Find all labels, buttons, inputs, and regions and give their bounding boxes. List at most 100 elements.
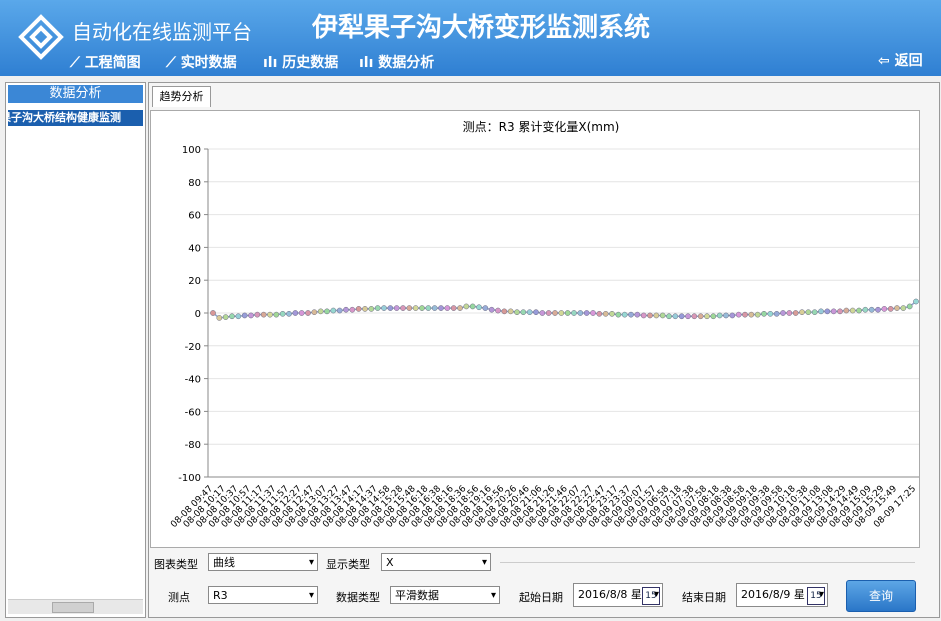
data-point	[894, 305, 900, 311]
data-point	[412, 305, 419, 311]
data-point	[811, 309, 818, 316]
query-button[interactable]: 查询	[846, 580, 916, 612]
nav-item[interactable]: ⟋ 工程简图	[70, 55, 141, 71]
date-text: 2016/8/9 星	[741, 588, 805, 601]
data-point	[862, 306, 869, 313]
data-point	[767, 310, 774, 317]
data-point	[216, 315, 223, 321]
sidebar: 数据分析 果子沟大桥结构健康监测	[5, 82, 146, 618]
data-point	[495, 307, 501, 314]
data-point	[533, 309, 539, 316]
label: 测点	[168, 591, 190, 604]
data-point	[501, 308, 508, 315]
data-point	[818, 308, 824, 315]
calendar-icon[interactable]: 15	[807, 587, 825, 605]
data-point	[539, 310, 546, 316]
data-point	[235, 313, 242, 320]
y-tick-label: 100	[182, 145, 201, 156]
data-point	[438, 305, 444, 311]
system-title: 伊犁果子沟大桥变形监测系统	[312, 13, 651, 43]
data-point	[431, 305, 438, 311]
data-point	[298, 310, 305, 316]
data-point	[514, 309, 520, 316]
data-point	[672, 313, 679, 320]
data-point	[552, 310, 558, 316]
data-point	[406, 305, 413, 311]
data-point	[368, 306, 375, 312]
data-point	[267, 311, 273, 318]
y-tick-label: 60	[188, 211, 201, 222]
dropdown[interactable]: X	[381, 553, 491, 572]
data-point	[596, 310, 603, 317]
y-tick-label: -100	[178, 473, 201, 484]
label: 显示类型	[326, 558, 370, 571]
data-point	[305, 310, 311, 316]
data-point	[615, 311, 622, 318]
data-point	[564, 310, 571, 316]
data-point	[292, 310, 299, 316]
data-point	[507, 308, 514, 315]
data-point	[463, 303, 470, 310]
data-point	[748, 311, 755, 318]
data-point	[843, 307, 850, 314]
y-tick-label: 20	[188, 276, 201, 287]
data-point	[830, 308, 837, 315]
data-point	[419, 305, 425, 311]
data-point	[222, 314, 229, 320]
data-point	[786, 310, 793, 316]
dropdown[interactable]: 平滑数据	[390, 586, 500, 605]
data-point	[837, 308, 843, 315]
data-point	[868, 306, 875, 313]
data-point	[609, 310, 615, 317]
tab[interactable]: 趋势分析	[152, 86, 211, 107]
dropdown[interactable]: R3	[208, 586, 318, 605]
data-point	[900, 305, 907, 311]
data-point	[653, 312, 660, 319]
nav-item[interactable]: ılı 数据分析	[359, 55, 435, 71]
data-point	[349, 306, 356, 313]
data-point	[621, 311, 628, 318]
data-point	[754, 311, 761, 318]
data-point	[856, 307, 862, 314]
data-point	[393, 305, 400, 311]
back-button[interactable]: ⇦ 返回	[878, 53, 923, 69]
data-point	[780, 310, 786, 316]
dropdown[interactable]: 曲线	[208, 553, 318, 572]
scrollbar[interactable]	[8, 599, 143, 614]
data-point	[362, 306, 368, 312]
y-tick-label: -40	[185, 375, 201, 386]
sidebar-title: 数据分析	[8, 85, 143, 103]
header: 自动化在线监测平台 伊犁果子沟大桥变形监测系统 ⟋ 工程简图 ⟋ 实时数据 ıl…	[0, 0, 941, 76]
back-text: 返回	[894, 53, 923, 69]
data-point	[685, 313, 691, 320]
y-tick-label: 0	[195, 309, 201, 320]
calendar-icon[interactable]: 15	[642, 587, 660, 605]
data-point	[590, 310, 596, 316]
date-input[interactable]: 2016/8/9 星 15	[736, 583, 828, 607]
data-point	[374, 305, 381, 311]
data-point	[558, 310, 565, 316]
nav-item[interactable]: ılı 历史数据	[263, 55, 339, 71]
data-point	[824, 308, 831, 315]
data-point	[381, 305, 387, 311]
y-tick-label: 80	[188, 178, 201, 189]
data-point	[640, 312, 647, 319]
date-input[interactable]: 2016/8/8 星 15	[573, 583, 663, 607]
data-point	[520, 309, 527, 316]
tree-item[interactable]: 果子沟大桥结构健康监测	[8, 110, 143, 126]
data-point	[457, 305, 463, 311]
data-point	[526, 309, 533, 316]
logo	[18, 14, 64, 60]
data-point	[279, 310, 286, 317]
nav-text: 历史数据	[282, 55, 339, 71]
data-point	[799, 309, 805, 316]
data-point	[583, 310, 590, 316]
data-point	[906, 303, 913, 310]
data-point	[710, 313, 717, 320]
nav-text: 工程简图	[84, 55, 141, 71]
nav-item[interactable]: ⟋ 实时数据	[166, 55, 237, 71]
chart-title: 测点：R3 累计变化量X(mm)	[463, 119, 620, 134]
data-point	[343, 306, 349, 313]
label: 起始日期	[519, 591, 563, 604]
